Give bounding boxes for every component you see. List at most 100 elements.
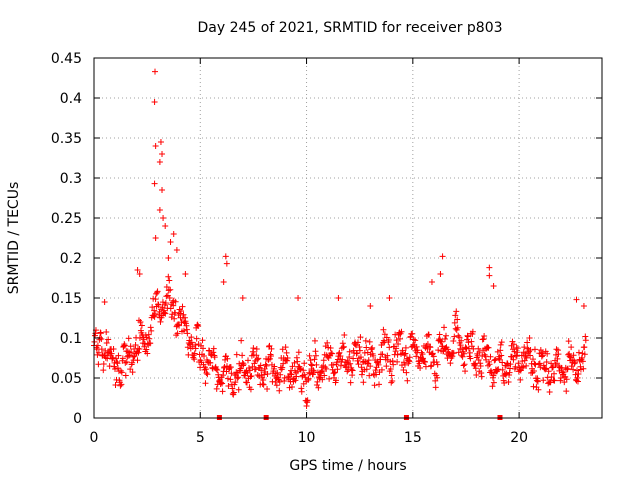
data-point <box>276 387 283 394</box>
data-point <box>127 343 134 350</box>
data-point <box>129 359 136 366</box>
data-point <box>254 356 261 363</box>
data-point <box>235 386 242 393</box>
data-point <box>271 363 278 370</box>
data-point <box>439 253 446 260</box>
x-tick-label: 5 <box>196 430 205 446</box>
data-point <box>157 139 164 145</box>
data-point <box>125 335 132 342</box>
data-point <box>325 354 332 361</box>
data-point <box>510 356 517 363</box>
data-point <box>143 346 150 353</box>
data-point <box>136 271 143 277</box>
data-point <box>364 360 371 367</box>
data-point <box>214 366 221 373</box>
data-point <box>473 371 480 378</box>
data-point <box>303 403 310 409</box>
grid <box>94 58 602 418</box>
data-point <box>435 347 442 354</box>
data-point <box>170 231 177 237</box>
data-point <box>152 296 159 303</box>
data-point <box>176 322 183 329</box>
data-point <box>289 363 296 370</box>
data-point <box>98 336 105 343</box>
data-point <box>178 308 185 315</box>
data-point <box>476 349 483 356</box>
data-point <box>573 377 580 384</box>
data-point <box>230 389 237 396</box>
data-point <box>572 359 579 366</box>
data-point <box>218 379 225 386</box>
data-point <box>98 346 105 353</box>
data-point <box>118 369 125 376</box>
data-point <box>510 341 517 348</box>
data-point <box>579 358 586 365</box>
data-point <box>466 349 473 356</box>
data-point <box>220 279 227 285</box>
data-point <box>225 382 232 389</box>
y-tick-label: 0 <box>73 411 82 427</box>
y-tick-label: 0.25 <box>51 211 82 227</box>
data-point <box>250 345 257 352</box>
data-point <box>330 361 337 368</box>
data-point <box>574 378 581 385</box>
data-point <box>535 360 542 367</box>
data-point <box>410 336 417 343</box>
y-tick-label: 0.45 <box>51 51 82 67</box>
data-point <box>581 344 588 351</box>
data-point <box>165 273 172 280</box>
data-point <box>527 352 534 359</box>
data-point <box>108 350 115 357</box>
data-point <box>349 367 356 374</box>
data-point <box>138 322 145 329</box>
data-point <box>442 335 449 342</box>
data-point <box>204 371 211 378</box>
data-point <box>565 338 572 345</box>
data-point <box>264 370 271 377</box>
data-point <box>442 332 449 339</box>
data-point <box>497 347 504 354</box>
data-point <box>267 352 274 359</box>
data-point <box>263 362 270 369</box>
data-point <box>450 350 457 357</box>
data-point <box>295 295 302 301</box>
data-point <box>335 295 342 301</box>
data-point <box>551 370 558 377</box>
data-point <box>490 379 497 386</box>
data-point <box>543 359 550 366</box>
data-point <box>319 376 326 383</box>
data-point <box>128 349 135 356</box>
data-point <box>570 352 577 359</box>
data-point <box>166 294 173 301</box>
data-point <box>314 378 321 385</box>
data-point <box>350 355 357 362</box>
data-point <box>327 345 334 352</box>
data-point <box>200 345 207 352</box>
data-point <box>112 382 119 389</box>
data-point <box>520 363 527 370</box>
data-point <box>239 352 246 359</box>
data-point <box>427 344 434 351</box>
x-tick-label: 0 <box>90 430 99 446</box>
data-point <box>366 372 373 379</box>
data-point <box>253 352 260 359</box>
data-point <box>580 303 587 309</box>
data-point <box>402 344 409 351</box>
data-point <box>554 355 561 362</box>
data-point <box>171 315 178 322</box>
data-point <box>428 279 435 285</box>
data-point <box>187 340 194 347</box>
data-point <box>478 373 485 380</box>
data-point <box>486 272 493 279</box>
data-point <box>213 366 220 373</box>
data-point <box>573 296 580 303</box>
data-point <box>360 379 367 386</box>
data-point <box>94 342 101 349</box>
data-point <box>152 143 159 149</box>
chart-title: Day 245 of 2021, SRMTID for receiver p80… <box>197 20 502 36</box>
data-point <box>462 368 469 375</box>
data-point <box>152 68 159 75</box>
data-point <box>235 374 242 381</box>
data-point <box>517 376 524 383</box>
data-point <box>455 349 462 356</box>
